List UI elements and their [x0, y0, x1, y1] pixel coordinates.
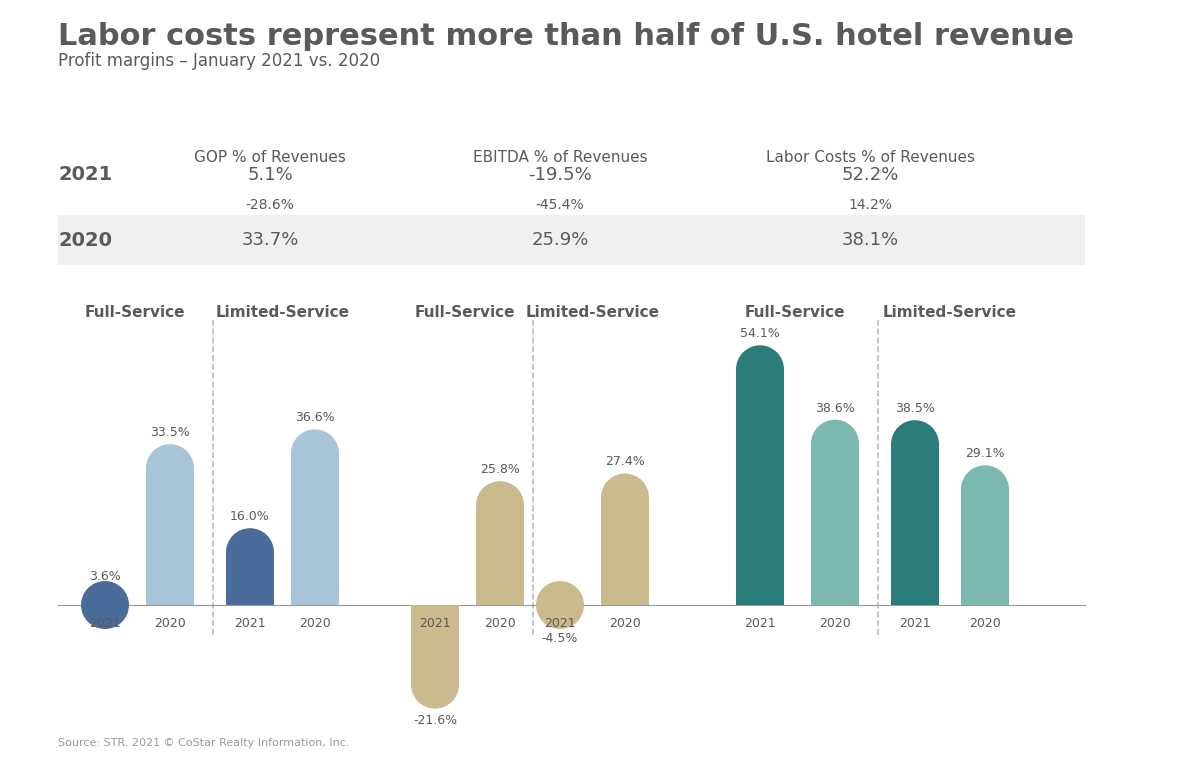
Circle shape	[146, 444, 194, 492]
Text: 3.6%: 3.6%	[89, 570, 121, 583]
Text: 38.1%: 38.1%	[841, 231, 899, 249]
Text: 25.9%: 25.9%	[532, 231, 589, 249]
Text: 16.0%: 16.0%	[230, 511, 270, 523]
Circle shape	[82, 581, 130, 629]
Bar	[811, 444, 859, 605]
Text: 27.4%: 27.4%	[605, 456, 644, 468]
Bar	[890, 444, 940, 605]
Circle shape	[536, 581, 584, 629]
Text: Limited-Service: Limited-Service	[526, 305, 660, 320]
Bar	[226, 552, 274, 605]
Text: 2020: 2020	[299, 617, 331, 630]
Text: -45.4%: -45.4%	[535, 198, 584, 212]
Text: 38.6%: 38.6%	[815, 402, 854, 415]
Text: Profit margins – January 2021 vs. 2020: Profit margins – January 2021 vs. 2020	[58, 52, 380, 70]
Bar	[292, 454, 340, 605]
Circle shape	[890, 420, 940, 468]
Circle shape	[292, 430, 340, 477]
Bar	[601, 497, 649, 605]
Text: EBITDA % of Revenues: EBITDA % of Revenues	[473, 150, 647, 165]
Text: 25.8%: 25.8%	[480, 464, 520, 476]
Text: 5.1%: 5.1%	[247, 166, 293, 184]
Text: 2020: 2020	[484, 617, 516, 630]
Text: 54.1%: 54.1%	[740, 327, 780, 340]
Text: Full-Service: Full-Service	[745, 305, 845, 320]
Text: 2021: 2021	[234, 617, 266, 630]
Text: 2020: 2020	[970, 617, 1001, 630]
Text: 2021: 2021	[58, 166, 113, 185]
Text: Full-Service: Full-Service	[415, 305, 515, 320]
Circle shape	[410, 661, 458, 708]
Text: -28.6%: -28.6%	[246, 198, 294, 212]
Text: Labor Costs % of Revenues: Labor Costs % of Revenues	[766, 150, 974, 165]
Text: 2021: 2021	[544, 617, 576, 630]
Text: Labor costs represent more than half of U.S. hotel revenue: Labor costs represent more than half of …	[58, 22, 1074, 51]
Text: 2020: 2020	[820, 617, 851, 630]
Text: 2021: 2021	[419, 617, 451, 630]
Circle shape	[226, 528, 274, 576]
Text: 2020: 2020	[154, 617, 186, 630]
Bar	[410, 605, 458, 685]
Text: GOP % of Revenues: GOP % of Revenues	[194, 150, 346, 165]
Circle shape	[601, 474, 649, 521]
Circle shape	[736, 345, 784, 393]
Text: -4.5%: -4.5%	[542, 631, 578, 644]
Bar	[146, 468, 194, 605]
Text: Limited-Service: Limited-Service	[883, 305, 1018, 320]
Text: 52.2%: 52.2%	[841, 166, 899, 184]
Text: Limited-Service: Limited-Service	[216, 305, 350, 320]
Text: 38.5%: 38.5%	[895, 402, 935, 415]
Bar	[476, 505, 524, 605]
Circle shape	[961, 465, 1009, 514]
Text: 14.2%: 14.2%	[848, 198, 892, 212]
Bar	[961, 489, 1009, 605]
Text: Source: STR. 2021 © CoStar Realty Information, Inc.: Source: STR. 2021 © CoStar Realty Inform…	[58, 738, 349, 748]
Text: 2020: 2020	[58, 230, 112, 249]
Text: -21.6%: -21.6%	[413, 714, 457, 727]
Text: 36.6%: 36.6%	[295, 411, 335, 424]
FancyBboxPatch shape	[58, 215, 1085, 265]
Text: -19.5%: -19.5%	[528, 166, 592, 184]
Circle shape	[811, 420, 859, 467]
Bar	[736, 370, 784, 605]
Text: 2021: 2021	[744, 617, 776, 630]
Text: 33.7%: 33.7%	[241, 231, 299, 249]
Text: 29.1%: 29.1%	[965, 447, 1004, 460]
Text: Full-Service: Full-Service	[85, 305, 185, 320]
Text: 33.5%: 33.5%	[150, 427, 190, 439]
Text: 2021: 2021	[899, 617, 931, 630]
Text: 2021: 2021	[89, 617, 121, 630]
Text: 2020: 2020	[610, 617, 641, 630]
Circle shape	[476, 481, 524, 529]
